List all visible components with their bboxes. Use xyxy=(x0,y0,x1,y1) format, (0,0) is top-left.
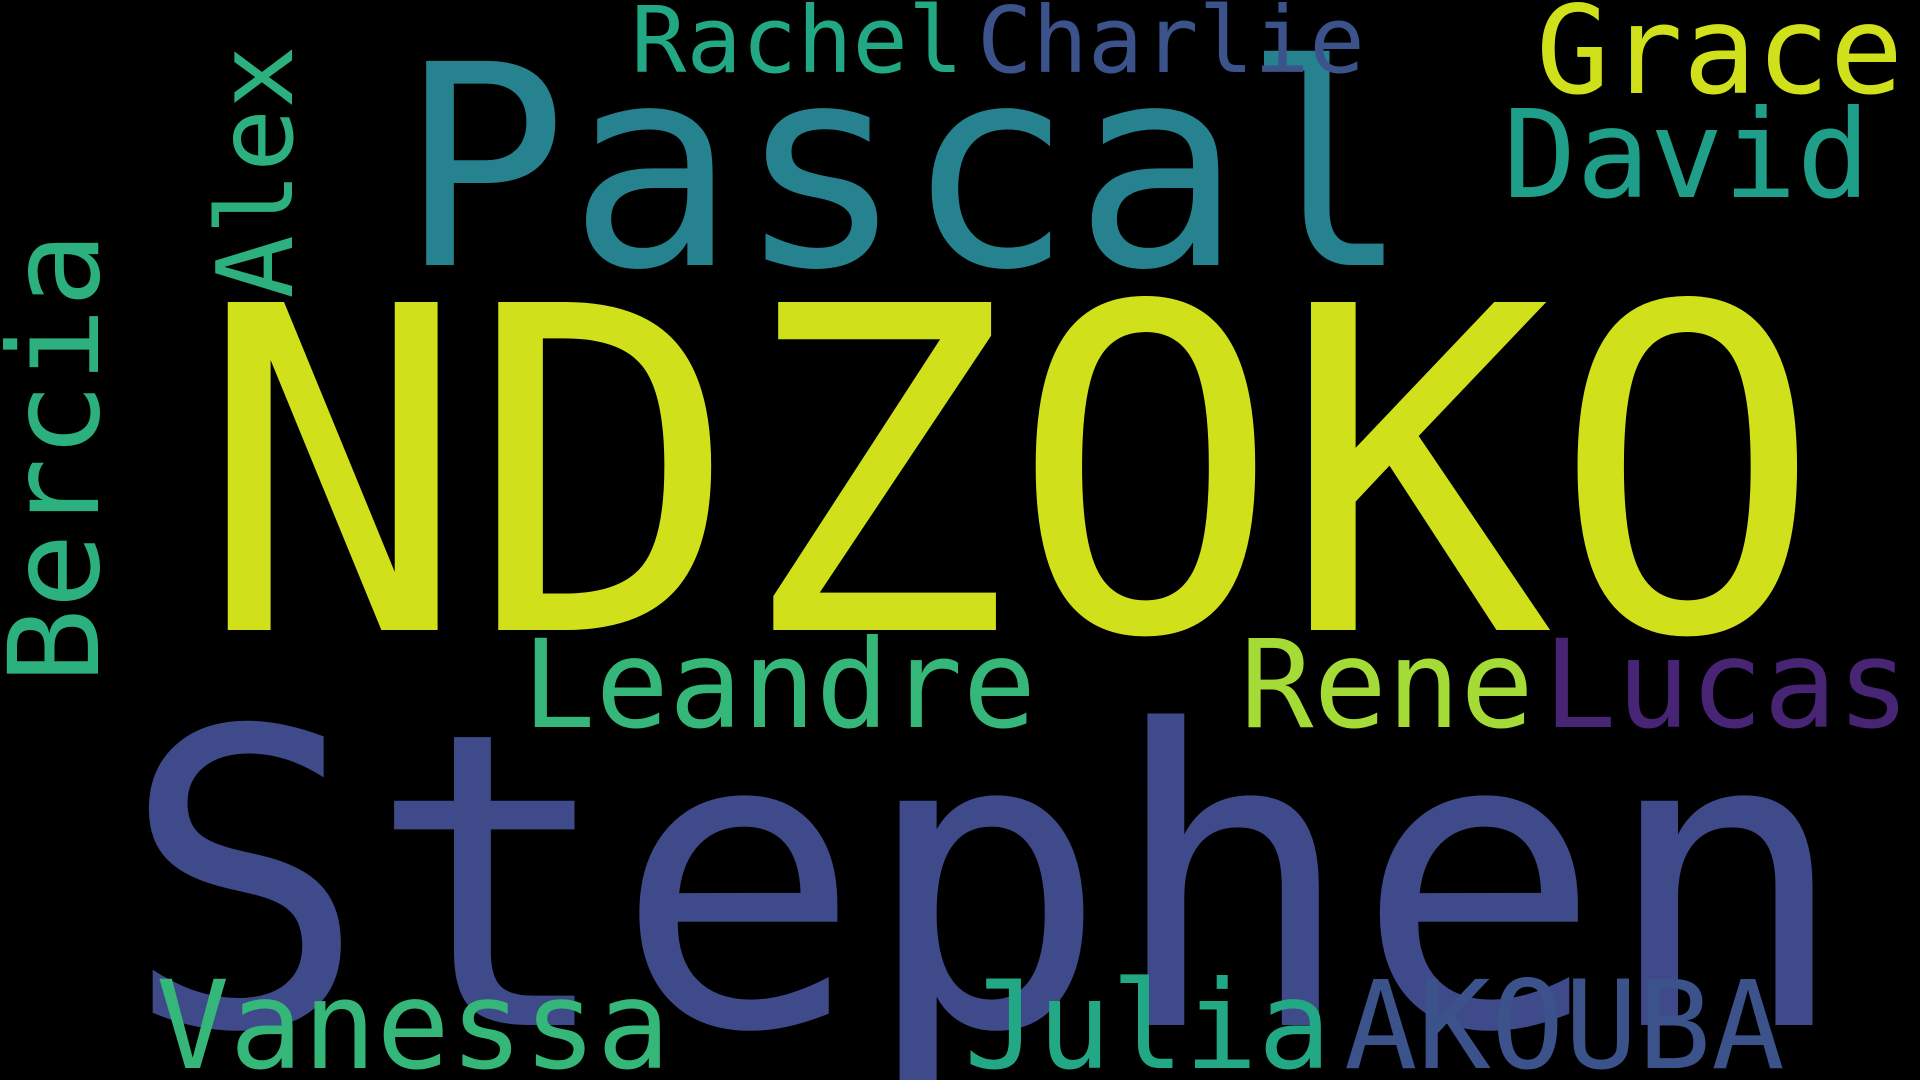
word-bercia: Bercia xyxy=(0,232,128,684)
word-julia: Julia xyxy=(964,955,1331,1080)
word-leandre: Leandre xyxy=(522,614,1036,756)
word-rene: Rene xyxy=(1240,614,1534,756)
word-alex: Alex xyxy=(195,46,317,299)
word-stephen: Stephen xyxy=(121,644,1849,1080)
word-charlie: Charlie xyxy=(977,0,1365,94)
word-akouba: AKOUBA xyxy=(1344,955,1785,1080)
word-rachel: Rachel xyxy=(631,0,963,94)
word-ndzoko: NDZOKO xyxy=(197,213,1823,737)
word-pascal: Pascal xyxy=(399,6,1410,332)
word-vanessa: Vanessa xyxy=(156,955,670,1080)
word-david: David xyxy=(1503,84,1870,226)
word-grace: Grace xyxy=(1536,0,1903,122)
word-lucas: Lucas xyxy=(1543,614,1910,756)
